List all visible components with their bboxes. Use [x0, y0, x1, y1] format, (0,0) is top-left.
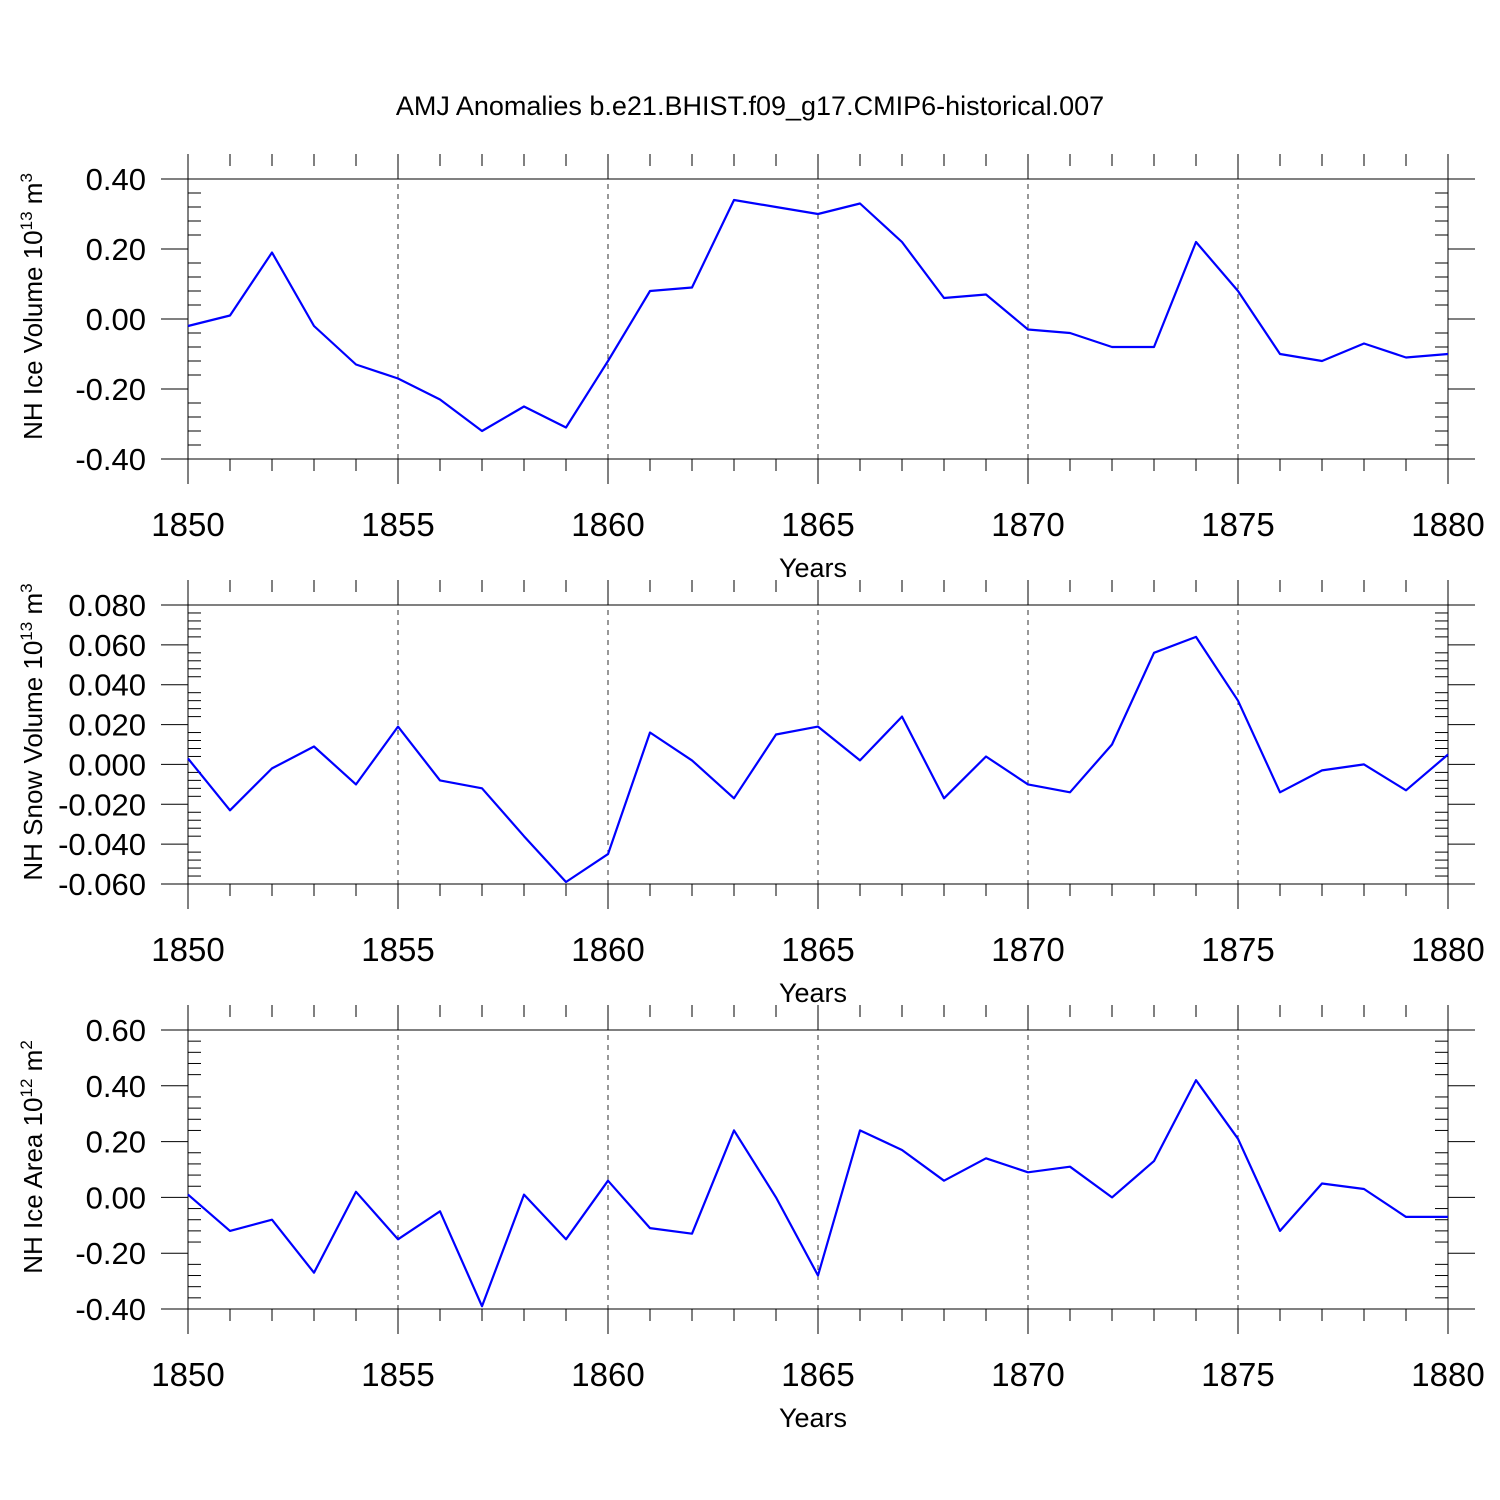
y-tick-label: 0.000	[68, 747, 146, 782]
y-tick-label: 0.060	[68, 628, 146, 663]
y-tick-label: -0.040	[58, 827, 146, 862]
x-tick-label: 1870	[991, 506, 1064, 543]
y-tick-label: 0.040	[68, 668, 146, 703]
y-tick-label: 0.20	[86, 232, 146, 267]
y-label-unit-exponent: 3	[17, 583, 36, 592]
y-axis-label: NH Ice Area 1012 m2	[17, 1040, 48, 1274]
y-label-exponent: 13	[17, 211, 36, 230]
y-tick-label: 0.20	[86, 1125, 146, 1160]
x-tick-label: 1865	[781, 506, 854, 543]
x-tick-label: 1875	[1201, 931, 1274, 968]
y-tick-label: 0.40	[86, 162, 146, 197]
series-line	[187, 635, 1449, 884]
y-label-exponent: 12	[17, 1079, 36, 1098]
x-axis-label: Years	[779, 553, 847, 583]
y-label-unit: m	[18, 1050, 48, 1079]
x-tick-label: 1880	[1411, 1356, 1484, 1393]
x-tick-label: 1875	[1201, 506, 1274, 543]
x-tick-label: 1880	[1411, 931, 1484, 968]
x-tick-label: 1850	[151, 931, 224, 968]
y-tick-label: -0.060	[58, 867, 146, 902]
y-tick-label: -0.020	[58, 787, 146, 822]
figure-title: AMJ Anomalies b.e21.BHIST.f09_g17.CMIP6-…	[396, 91, 1104, 121]
y-label-exponent: 13	[17, 622, 36, 641]
x-tick-label: 1860	[571, 506, 644, 543]
y-tick-label: -0.40	[75, 1292, 146, 1327]
x-tick-label: 1850	[151, 1356, 224, 1393]
y-label-text: NH Ice Volume 10	[18, 230, 48, 440]
y-label-unit: m	[18, 593, 48, 622]
y-axis-label: NH Ice Volume 1013 m3	[17, 173, 48, 440]
y-tick-label: 0.40	[86, 1069, 146, 1104]
x-tick-label: 1880	[1411, 506, 1484, 543]
chart-panel-3: 1850 1855 1860 1865 1870 1875 1880 -0.40 -0.20 0.…	[17, 1005, 1485, 1433]
x-tick-label: 1865	[781, 1356, 854, 1393]
y-tick-label: 0.00	[86, 1180, 146, 1215]
x-tick-label: 1860	[571, 931, 644, 968]
x-tick-label: 1870	[991, 931, 1064, 968]
y-tick-label: 0.00	[86, 302, 146, 337]
x-tick-label: 1870	[991, 1356, 1064, 1393]
y-tick-label: 0.020	[68, 708, 146, 743]
x-tick-label: 1855	[361, 506, 434, 543]
x-tick-label: 1865	[781, 931, 854, 968]
y-axis-label: NH Snow Volume 1013 m3	[17, 583, 48, 880]
x-axis-label: Years	[779, 1403, 847, 1433]
x-tick-label: 1855	[361, 931, 434, 968]
y-tick-label: 0.60	[86, 1013, 146, 1048]
y-label-unit-exponent: 2	[17, 1040, 36, 1049]
x-axis-label: Years	[779, 978, 847, 1008]
y-tick-label: 0.080	[68, 588, 146, 623]
x-tick-label: 1860	[571, 1356, 644, 1393]
y-tick-label: -0.20	[75, 1236, 146, 1271]
x-tick-label: 1855	[361, 1356, 434, 1393]
y-label-text: NH Snow Volume 10	[18, 641, 48, 881]
y-label-text: NH Ice Area 10	[18, 1097, 48, 1273]
y-tick-label: -0.40	[75, 442, 146, 477]
series-line	[187, 1079, 1448, 1308]
y-label-unit-exponent: 3	[17, 173, 36, 182]
chart-panel-1: 1850 1855 1860 1865 1870 1875 1880 -0.40 -0.20 0.…	[17, 154, 1485, 583]
chart-panel-2: 1850 1855 1860 1865 1870 1875 1880 -0.060 -0.040…	[17, 580, 1485, 1008]
x-tick-label: 1875	[1201, 1356, 1274, 1393]
y-label-unit: m	[18, 183, 48, 212]
x-tick-label: 1850	[151, 506, 224, 543]
y-tick-label: -0.20	[75, 372, 146, 407]
